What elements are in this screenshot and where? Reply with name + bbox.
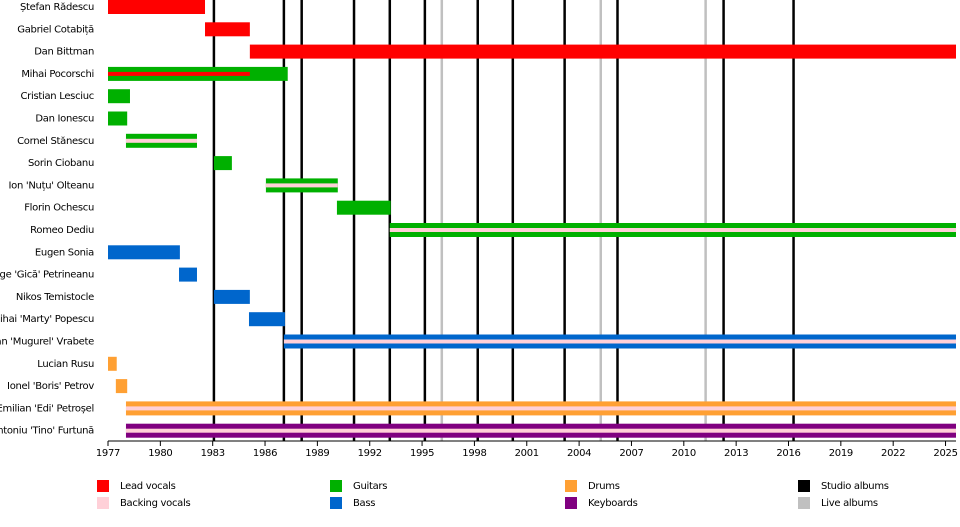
- x-tick-label: 2025: [933, 448, 957, 459]
- x-tick-label: 1998: [462, 448, 486, 459]
- legend-label: Keyboards: [588, 498, 638, 509]
- member-bar: [108, 89, 130, 104]
- legend-swatch: [330, 497, 342, 509]
- member-name: Antoniu 'Tino' Furtună: [0, 426, 94, 437]
- member-name: Florin Ochescu: [24, 203, 94, 214]
- x-tick-label: 1983: [201, 448, 225, 459]
- member-name: Mihai 'Marty' Popescu: [0, 314, 94, 325]
- x-tick-label: 1989: [305, 448, 329, 459]
- member-bar: [336, 200, 391, 215]
- member-name: Iulian 'Mugurel' Vrabete: [0, 337, 94, 348]
- legend-label: Guitars: [353, 481, 387, 492]
- member-name: Cristian Lesciuc: [21, 91, 95, 102]
- member-bar: [213, 289, 250, 304]
- legend-swatch: [798, 480, 810, 492]
- legend-label: Bass: [353, 498, 375, 509]
- member-name: Ștefan Rădescu: [20, 2, 94, 13]
- x-tick-label: 2004: [567, 448, 591, 459]
- legend-swatch: [97, 497, 109, 509]
- x-tick-label: 2010: [672, 448, 696, 459]
- x-tick-label: 2013: [724, 448, 748, 459]
- legend-label: Studio albums: [821, 481, 889, 492]
- member-bar: [249, 44, 956, 59]
- member-name: Lucian Rusu: [37, 359, 94, 370]
- member-name: Dan Ionescu: [35, 114, 94, 125]
- member-name: Eugen Sonia: [35, 247, 94, 258]
- member-name: Gabriel Cotabiță: [17, 24, 94, 35]
- member-name: Cornel Stănescu: [17, 136, 94, 147]
- x-tick-label: 2007: [619, 448, 643, 459]
- member-bar: [265, 183, 338, 188]
- legend-swatch: [565, 497, 577, 509]
- x-tick-label: 2016: [776, 448, 800, 459]
- member-name: Romeo Dediu: [30, 225, 94, 236]
- legend-label: Drums: [588, 481, 620, 492]
- legend-label: Lead vocals: [120, 481, 176, 492]
- legend-swatch: [565, 480, 577, 492]
- member-name: Emilian 'Edi' Petroșel: [0, 403, 94, 414]
- legend-label: Backing vocals: [120, 498, 190, 509]
- member-bar: [125, 428, 956, 433]
- legend-label: Live albums: [821, 498, 878, 509]
- legend-swatch: [798, 497, 810, 509]
- member-bar: [108, 71, 250, 76]
- member-bar: [179, 267, 197, 282]
- x-tick-label: 2019: [829, 448, 853, 459]
- x-tick-label: 1986: [253, 448, 277, 459]
- x-tick-label: 1995: [410, 448, 434, 459]
- member-name: Sorin Ciobanu: [28, 158, 94, 169]
- member-bar: [248, 312, 285, 327]
- member-bar: [108, 245, 180, 260]
- member-bar: [108, 111, 128, 126]
- member-bar: [125, 406, 956, 411]
- member-name: Nikos Temistocle: [16, 292, 94, 303]
- member-name: Mihai Pocorschi: [21, 69, 94, 80]
- member-bar: [115, 379, 128, 394]
- member-name: Ionel 'Boris' Petrov: [7, 381, 94, 392]
- member-bar: [205, 22, 250, 37]
- member-bar: [213, 156, 232, 171]
- legend-swatch: [330, 480, 342, 492]
- member-name: George 'Gică' Petrineanu: [0, 270, 94, 281]
- member-bar: [389, 228, 956, 232]
- x-tick-label: 1992: [358, 448, 382, 459]
- member-name: Dan Bittman: [34, 47, 94, 58]
- x-tick-label: 1977: [96, 448, 120, 459]
- member-name: Ion 'Nuțu' Olteanu: [9, 180, 94, 191]
- x-tick-label: 1980: [148, 448, 172, 459]
- member-bar: [283, 339, 956, 344]
- member-bar: [108, 0, 206, 14]
- x-tick-label: 2022: [881, 448, 905, 459]
- member-bar: [108, 356, 117, 371]
- member-bar: [125, 138, 197, 143]
- legend-swatch: [97, 480, 109, 492]
- x-tick-label: 2001: [515, 448, 539, 459]
